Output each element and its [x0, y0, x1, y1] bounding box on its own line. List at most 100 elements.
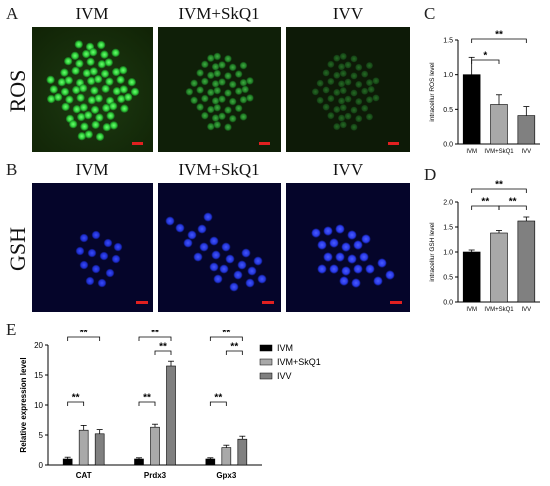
- significance-bracket: [471, 59, 500, 64]
- cell: [175, 223, 185, 233]
- bar-gpx3-ivm-skq1: [221, 447, 232, 466]
- significance-bracket: [138, 401, 156, 406]
- cell: [209, 262, 219, 272]
- significance-bracket: [138, 336, 172, 341]
- cell: [213, 121, 222, 129]
- chart-ros-level: 0.0 0.5 1.0 1.5 intracellur ROS level IVM IVM+…: [429, 30, 540, 155]
- significance-bracket: [67, 401, 85, 406]
- micrograph-gsh-ivm: [32, 183, 153, 312]
- bar-cat-ivv: [94, 433, 105, 466]
- significance-bracket: [471, 38, 527, 43]
- cell: [113, 242, 123, 252]
- cell: [239, 95, 248, 104]
- y-tick-label: 2.0: [443, 200, 453, 207]
- bar-ivv: [517, 220, 536, 303]
- cell: [322, 69, 330, 77]
- cell: [257, 274, 267, 284]
- cell: [323, 252, 333, 262]
- cell: [234, 104, 243, 113]
- cell: [97, 60, 107, 69]
- cell: [355, 97, 363, 106]
- cell: [317, 240, 327, 250]
- cell: [77, 112, 86, 122]
- cell: [228, 97, 237, 106]
- significance-bracket: [471, 188, 527, 193]
- cell: [106, 111, 115, 121]
- significance-label: **: [481, 197, 489, 208]
- panel-label-e: E: [6, 320, 17, 339]
- legend-swatch: [259, 372, 273, 380]
- cell: [57, 78, 66, 87]
- significance-label: **: [159, 342, 167, 353]
- cell: [341, 242, 351, 252]
- cell: [84, 130, 93, 139]
- cell: [218, 95, 226, 103]
- significance-label: **: [222, 330, 230, 339]
- cell: [196, 86, 204, 94]
- y-axis-label: Relative expression level: [19, 357, 28, 452]
- cell: [201, 94, 209, 103]
- cell: [101, 84, 110, 93]
- cell: [385, 270, 395, 280]
- cell: [201, 60, 209, 69]
- legend-entry: IVM: [277, 343, 293, 353]
- y-tick-label: 0.0: [443, 142, 453, 149]
- cell: [224, 106, 232, 114]
- cell: [329, 238, 339, 248]
- legend-swatch: [259, 344, 273, 352]
- cell: [90, 86, 99, 95]
- cell: [207, 88, 215, 97]
- cell: [54, 93, 63, 102]
- cell: [241, 85, 249, 94]
- cell: [234, 87, 243, 95]
- cell: [102, 103, 111, 113]
- micrograph-ros-ivm-skq1: [158, 27, 281, 152]
- cell: [329, 264, 339, 274]
- cell: [372, 94, 380, 102]
- chart-relative-expression: 0 5 10 15 20 Relative expression level CAT Prdx…: [19, 330, 321, 480]
- cell: [224, 89, 232, 97]
- x-tick-label: IVM+SkQ1: [484, 149, 514, 155]
- panel-label-c: C: [424, 4, 436, 23]
- cell: [224, 123, 232, 131]
- cell: [239, 61, 248, 70]
- cell: [82, 69, 91, 78]
- cell: [183, 238, 193, 248]
- cell: [228, 80, 237, 89]
- cell: [224, 72, 232, 80]
- panel-label-a: A: [6, 4, 19, 23]
- cell: [361, 234, 371, 244]
- cell: [89, 48, 98, 57]
- cell: [311, 88, 319, 96]
- cell: [339, 87, 347, 95]
- cell: [339, 121, 347, 129]
- cell: [225, 254, 235, 264]
- cell: [367, 85, 375, 93]
- cell: [97, 40, 106, 50]
- cell: [65, 95, 74, 104]
- cell: [79, 260, 89, 270]
- cell: [350, 123, 358, 131]
- cell: [109, 121, 119, 130]
- cell: [190, 96, 198, 105]
- cell: [47, 94, 56, 104]
- chart-gsh-level: 0.0 0.5 1.0 1.5 2.0 intracellur GSH level IVM I…: [429, 180, 540, 313]
- bar-gpx3-ivm: [205, 458, 216, 466]
- cell: [99, 251, 109, 261]
- x-tick-label: IVM: [466, 307, 477, 313]
- cell: [234, 70, 243, 78]
- cell: [77, 132, 86, 141]
- cell: [317, 264, 327, 274]
- cell: [246, 77, 254, 85]
- cell: [203, 212, 213, 222]
- significance-label: **: [151, 330, 159, 339]
- legend-entry: IVV: [277, 371, 292, 381]
- cell: [112, 67, 121, 77]
- cell: [333, 105, 341, 114]
- panel-label-d: D: [424, 165, 437, 184]
- y-tick-label: 10: [34, 401, 43, 410]
- cell: [112, 87, 122, 96]
- cell: [85, 276, 95, 286]
- cell: [339, 69, 347, 78]
- cell: [49, 85, 58, 94]
